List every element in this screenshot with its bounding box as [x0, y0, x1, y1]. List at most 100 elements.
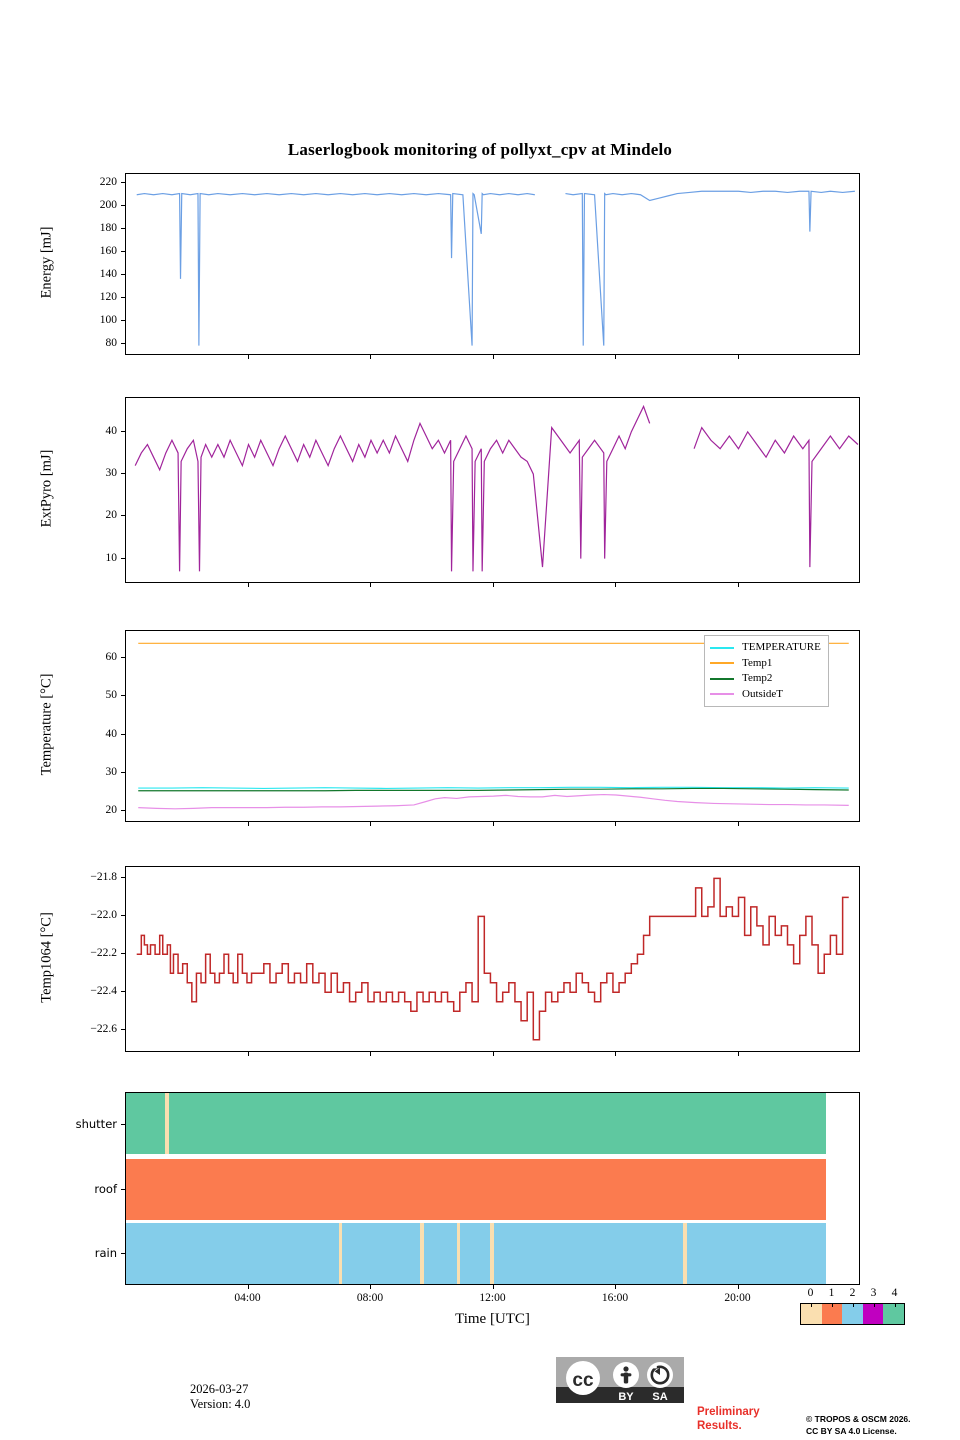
status-gap-rain: [490, 1223, 495, 1284]
plot-panel-temp1064: [125, 866, 860, 1052]
x-tick-mark: [737, 1285, 739, 1289]
x-tick-mark: [492, 1285, 494, 1289]
y-tick-mark-temp1064: [121, 1029, 125, 1031]
y-tick-label-temperature: 30: [105, 766, 118, 779]
legend-item-temp1: Temp1: [710, 656, 821, 672]
x-tick-mark: [737, 1052, 739, 1056]
plot-panel-energy: [125, 173, 860, 355]
y-tick-mark-extpyro: [121, 473, 125, 475]
x-tick-mark: [615, 822, 616, 826]
legend-swatch-temp2: [710, 677, 734, 680]
y-tick-mark-temperature: [121, 656, 125, 658]
row-tick-mark-rain: [121, 1252, 125, 1254]
copyright-line-1: © TROPOS & OSCM 2026.: [806, 1414, 911, 1424]
x-tick-mark: [615, 1052, 616, 1056]
row-label-roof: roof: [94, 1181, 117, 1196]
x-tick-mark: [492, 583, 494, 587]
colorbar-swatch-4: [883, 1304, 904, 1324]
y-tick-mark-energy: [121, 343, 125, 345]
x-tick-mark: [615, 1285, 616, 1289]
preliminary-line-1: Preliminary: [697, 1406, 760, 1418]
x-tick-mark: [737, 583, 739, 587]
legend-item-temperature: TEMPERATURE: [710, 640, 821, 656]
x-tick-mark: [492, 355, 494, 359]
x-tick-mark: [247, 822, 249, 826]
colorbar-tick-mark-0: [810, 1303, 812, 1307]
y-tick-label-energy: 180: [99, 222, 117, 235]
colorbar-tick-4: 4: [891, 1287, 898, 1299]
x-tick-mark: [737, 822, 739, 826]
y-tick-mark-temp1064: [121, 953, 125, 955]
x-tick-mark: [247, 583, 249, 587]
cc-by-label: BY: [618, 1391, 634, 1403]
legend-label-temperature: TEMPERATURE: [742, 641, 821, 653]
plot-lines-extpyro: [134, 404, 859, 572]
svg-text:cc: cc: [572, 1370, 594, 1391]
y-tick-label-energy: 140: [99, 268, 117, 281]
axis-label-y-energy: Energy [mJ]: [38, 226, 55, 299]
y-tick-mark-energy: [121, 320, 125, 322]
row-tick-mark-roof: [121, 1188, 125, 1190]
status-colorbar: [800, 1303, 905, 1325]
y-tick-label-energy: 80: [105, 337, 118, 350]
y-tick-label-extpyro: 20: [105, 509, 118, 522]
colorbar-tick-0: 0: [807, 1287, 814, 1299]
axis-label-x: Time [UTC]: [455, 1311, 530, 1327]
y-tick-label-energy: 100: [99, 314, 117, 327]
status-gap-rain: [420, 1223, 424, 1284]
y-tick-label-temp1064: −21.8: [90, 871, 117, 884]
x-tick-label: 20:00: [724, 1292, 751, 1304]
y-tick-label-temperature: 60: [105, 650, 118, 663]
x-tick-mark: [370, 822, 371, 826]
chart-legend: TEMPERATURE Temp1 Temp2 OutsideT: [704, 635, 829, 707]
series-energy: [136, 192, 535, 346]
y-tick-mark-temperature: [121, 733, 125, 735]
y-tick-mark-energy: [121, 251, 125, 253]
x-tick-mark: [370, 1052, 371, 1056]
x-tick-mark: [615, 583, 616, 587]
x-tick-mark: [247, 355, 249, 359]
colorbar-tick-mark-3: [873, 1303, 875, 1307]
preliminary-line-2: Results.: [697, 1420, 742, 1432]
y-tick-label-energy: 220: [99, 176, 117, 189]
x-tick-mark: [247, 1285, 249, 1289]
y-tick-mark-temp1064: [121, 991, 125, 993]
series-extpyro: [693, 426, 859, 568]
page-title: Laserlogbook monitoring of pollyxt_cpv a…: [287, 140, 673, 159]
y-tick-mark-energy: [121, 182, 125, 184]
y-tick-mark-temperature: [121, 810, 125, 812]
y-tick-label-temp1064: −22.0: [90, 909, 117, 922]
y-tick-label-extpyro: 30: [105, 467, 118, 480]
x-tick-mark: [737, 355, 739, 359]
x-tick-label: 08:00: [356, 1292, 384, 1304]
status-gap-rain: [456, 1223, 461, 1284]
copyright-note: © TROPOS & OSCM 2026. CC BY SA 4.0 Licen…: [806, 1414, 911, 1437]
colorbar-tick-2: 2: [849, 1287, 856, 1299]
colorbar-swatch-2: [842, 1304, 863, 1324]
creative-commons-badge: cc BY SA: [556, 1357, 684, 1403]
y-tick-mark-temperature: [121, 695, 125, 697]
status-bar-rain: [126, 1223, 826, 1284]
y-tick-mark-energy: [121, 205, 125, 207]
status-gap-rain: [683, 1223, 688, 1284]
legend-item-temp2: Temp2: [710, 671, 821, 687]
y-tick-label-extpyro: 10: [105, 551, 118, 564]
x-tick-mark: [370, 355, 371, 359]
y-tick-mark-extpyro: [121, 430, 125, 432]
plot-lines-energy: [136, 190, 855, 346]
legend-swatch-temperature: [710, 646, 734, 649]
axis-label-y-temperature: Temperature [°C]: [38, 673, 55, 776]
series-temp1064: [136, 877, 849, 1041]
y-tick-label-temp1064: −22.4: [90, 985, 117, 998]
x-tick-label: 12:00: [479, 1292, 506, 1304]
y-tick-mark-energy: [121, 228, 125, 230]
row-label-shutter: shutter: [75, 1117, 117, 1132]
preliminary-results-note: Preliminary Results.: [697, 1405, 760, 1433]
x-tick-label: 16:00: [601, 1292, 629, 1304]
x-tick-mark: [492, 1052, 494, 1056]
x-tick-mark: [370, 583, 371, 587]
cc-sa-label: SA: [652, 1391, 667, 1403]
y-tick-mark-extpyro: [121, 515, 125, 517]
footer-date: 2026-03-27: [190, 1382, 249, 1396]
series-temperature: [138, 786, 849, 790]
